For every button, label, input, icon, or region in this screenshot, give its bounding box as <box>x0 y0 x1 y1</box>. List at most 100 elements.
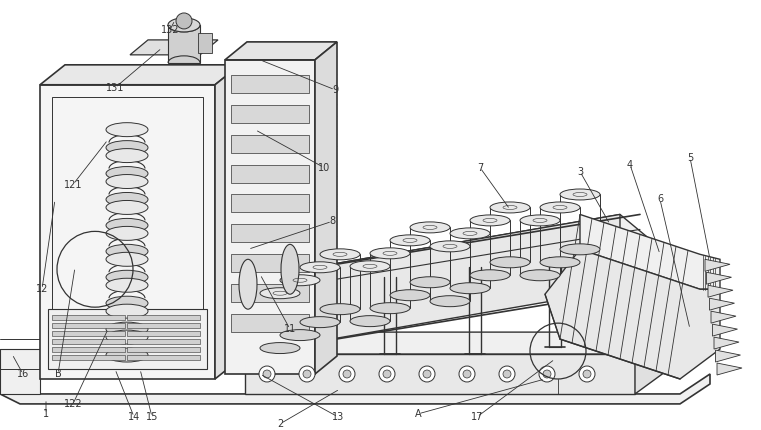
Text: 132: 132 <box>161 25 180 35</box>
Text: 12: 12 <box>36 284 48 294</box>
Bar <box>127 347 200 352</box>
Bar <box>52 331 125 336</box>
Circle shape <box>499 366 515 382</box>
Polygon shape <box>245 215 650 304</box>
Polygon shape <box>717 363 742 375</box>
Circle shape <box>543 370 551 378</box>
Ellipse shape <box>490 202 530 213</box>
Ellipse shape <box>106 193 148 206</box>
Ellipse shape <box>540 257 580 268</box>
Text: 8: 8 <box>329 216 335 227</box>
Polygon shape <box>225 42 337 60</box>
Ellipse shape <box>106 200 148 215</box>
Ellipse shape <box>106 175 148 188</box>
Bar <box>231 165 309 182</box>
Ellipse shape <box>450 228 490 239</box>
Ellipse shape <box>370 303 410 313</box>
Polygon shape <box>709 298 734 310</box>
Bar <box>52 323 125 328</box>
Ellipse shape <box>490 257 530 268</box>
Text: B: B <box>55 369 62 379</box>
Circle shape <box>176 13 192 29</box>
Circle shape <box>383 370 391 378</box>
Ellipse shape <box>370 248 410 259</box>
Polygon shape <box>708 285 733 297</box>
Text: 1: 1 <box>43 409 49 419</box>
Polygon shape <box>706 272 731 284</box>
Ellipse shape <box>350 316 390 327</box>
Ellipse shape <box>106 278 148 292</box>
Polygon shape <box>715 350 740 362</box>
Bar <box>52 97 203 367</box>
Bar <box>127 315 200 320</box>
Text: A: A <box>415 409 422 419</box>
Polygon shape <box>635 332 665 394</box>
Circle shape <box>423 370 431 378</box>
Bar <box>127 339 200 344</box>
Circle shape <box>343 370 351 378</box>
Text: 121: 121 <box>64 179 82 190</box>
Ellipse shape <box>106 252 148 266</box>
Ellipse shape <box>106 348 148 362</box>
Ellipse shape <box>106 218 148 232</box>
Polygon shape <box>714 337 739 349</box>
Ellipse shape <box>430 296 470 307</box>
Ellipse shape <box>470 215 510 226</box>
Bar <box>127 331 200 336</box>
Circle shape <box>263 370 271 378</box>
Ellipse shape <box>239 259 257 309</box>
Ellipse shape <box>281 244 299 294</box>
Ellipse shape <box>390 235 430 246</box>
Bar <box>231 194 309 212</box>
Bar <box>231 75 309 93</box>
Text: 122: 122 <box>64 399 82 409</box>
Circle shape <box>339 366 355 382</box>
Circle shape <box>459 366 475 382</box>
Ellipse shape <box>106 166 148 181</box>
Bar <box>231 105 309 123</box>
Polygon shape <box>245 332 665 354</box>
Text: 4: 4 <box>627 160 633 169</box>
Ellipse shape <box>106 296 148 310</box>
Ellipse shape <box>280 275 320 286</box>
Bar <box>52 347 125 352</box>
Text: 14: 14 <box>128 412 140 422</box>
Ellipse shape <box>540 202 580 213</box>
Polygon shape <box>245 354 635 394</box>
Text: 131: 131 <box>106 83 124 93</box>
Text: 5: 5 <box>687 153 693 163</box>
Ellipse shape <box>410 277 450 288</box>
Circle shape <box>583 370 591 378</box>
Polygon shape <box>705 259 730 271</box>
Ellipse shape <box>106 149 148 163</box>
Text: 9: 9 <box>332 85 338 95</box>
Circle shape <box>379 366 395 382</box>
Ellipse shape <box>560 244 600 255</box>
Polygon shape <box>215 65 240 379</box>
Ellipse shape <box>106 270 148 284</box>
Ellipse shape <box>470 270 510 281</box>
Bar <box>127 355 200 360</box>
Polygon shape <box>580 215 720 289</box>
Ellipse shape <box>106 244 148 258</box>
Polygon shape <box>711 311 736 323</box>
Bar <box>52 355 125 360</box>
Text: 6: 6 <box>657 194 663 205</box>
Ellipse shape <box>300 316 340 328</box>
Ellipse shape <box>106 304 148 318</box>
Bar <box>52 339 125 344</box>
Circle shape <box>579 366 595 382</box>
Polygon shape <box>225 60 315 374</box>
Ellipse shape <box>106 322 148 336</box>
Bar <box>231 224 309 243</box>
Ellipse shape <box>350 261 390 272</box>
Ellipse shape <box>520 270 560 281</box>
Text: 17: 17 <box>471 412 483 422</box>
Circle shape <box>303 370 311 378</box>
Circle shape <box>463 370 471 378</box>
Bar <box>231 314 309 332</box>
Ellipse shape <box>106 123 148 137</box>
Polygon shape <box>712 324 737 336</box>
Text: 11: 11 <box>284 324 296 334</box>
Ellipse shape <box>320 304 360 315</box>
